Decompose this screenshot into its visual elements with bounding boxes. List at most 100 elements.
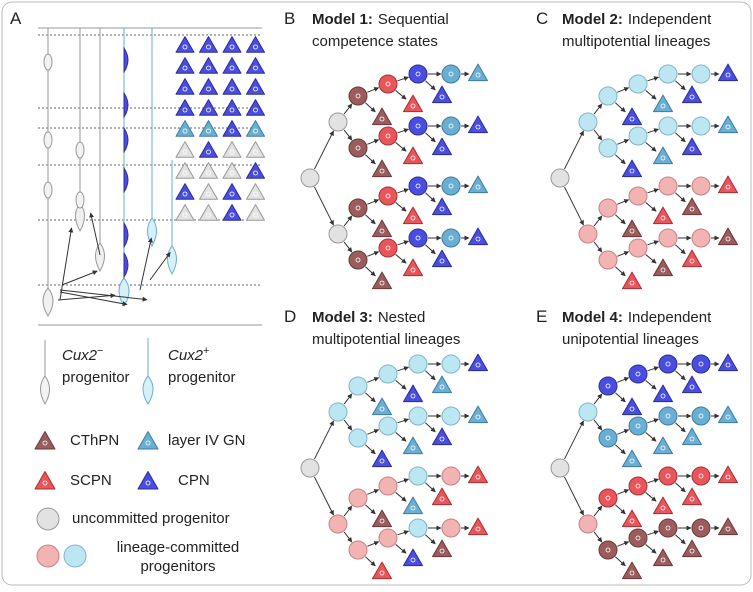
cell-circle [442,467,460,485]
cell-circle [409,117,427,135]
cell-circle [409,355,427,373]
cell-circle [379,365,397,383]
cell-circle [349,139,367,157]
cell-soma [44,54,52,70]
cell-circle [579,403,597,421]
model-title-line: Independent [628,309,712,326]
cell-circle [409,467,427,485]
cell-circle [599,199,617,217]
legend-text: progenitor [62,369,130,386]
model-title: Model 1: Sequential [312,11,449,28]
cell-circle [379,187,397,205]
cell-circle [379,239,397,257]
cell-circle [692,519,710,537]
panel-label: B [284,9,295,28]
model-name: Model 1: [312,11,373,28]
cell-circle [379,529,397,547]
cell-circle [629,239,647,257]
cell-circle [329,515,347,533]
cell-circle [349,429,367,447]
cell-circle [599,377,617,395]
cell-circle [659,355,677,373]
cell-circle [442,355,460,373]
cell-circle [349,489,367,507]
cell-circle [692,355,710,373]
cell-soma [76,142,84,158]
cell-circle [629,127,647,145]
cell-circle [659,65,677,83]
legend-text: CThPN [70,432,119,449]
cell-circle [379,417,397,435]
legend-text: progenitor [168,369,236,386]
cell-circle [579,225,597,243]
cell-circle [629,477,647,495]
panel-label: C [536,9,548,28]
cell-circle [692,177,710,195]
cell-circle [579,515,597,533]
cell-circle [442,177,460,195]
cell-circle [379,477,397,495]
cell-circle [329,113,347,131]
panel-label: E [536,307,547,326]
cell-circle [692,467,710,485]
cell-circle [349,541,367,559]
cell-circle [659,177,677,195]
cell-circle [37,545,59,567]
cell-circle [379,127,397,145]
cell-circle [409,519,427,537]
panel-label: A [10,9,22,28]
cell-circle [659,407,677,425]
legend-text: lineage-committed [117,539,240,556]
cell-circle [629,75,647,93]
cell-circle [629,417,647,435]
cell-circle [409,65,427,83]
cell-circle [692,65,710,83]
model-title-line: Sequential [378,11,449,28]
cell-circle [442,65,460,83]
cell-circle [551,169,569,187]
legend-text: layer IV GN [168,432,246,449]
cell-soma [44,182,52,198]
cell-circle [37,508,59,530]
model-name: Model 3: [312,309,373,326]
cell-circle [692,117,710,135]
cell-circle [349,87,367,105]
cell-soma [44,132,52,148]
model-title: Model 4:Independent [562,309,712,326]
cell-circle [629,187,647,205]
cell-circle [599,139,617,157]
cell-circle [442,519,460,537]
cell-circle [599,489,617,507]
cell-circle [629,529,647,547]
cell-circle [301,459,319,477]
cell-circle [329,225,347,243]
cell-circle [551,459,569,477]
cell-circle [599,87,617,105]
legend-text: progenitors [140,558,215,575]
cell-circle [349,251,367,269]
cell-circle [659,117,677,135]
cell-circle [409,177,427,195]
model-title-line: multipotential lineages [312,331,460,348]
cell-circle [329,403,347,421]
cell-circle [379,75,397,93]
cell-circle [629,365,647,383]
cell-circle [659,229,677,247]
cell-circle [579,113,597,131]
model-title-line: Independent [628,11,712,28]
figure: A B C D E Model 1: Sequential competence s… [0,0,753,587]
legend-text: CPN [178,472,210,489]
cell-circle [442,229,460,247]
model-title-line: multipotential lineages [562,33,710,50]
cell-circle [64,545,86,567]
cell-circle [599,429,617,447]
cell-circle [442,117,460,135]
model-title: Model 3:Nested [312,309,425,326]
cell-circle [692,229,710,247]
cell-circle [349,377,367,395]
panel-label: D [284,307,296,326]
model-title-line: unipotential lineages [562,331,699,348]
model-title-line: competence states [312,33,438,50]
cell-circle [599,541,617,559]
legend-text: SCPN [70,472,112,489]
